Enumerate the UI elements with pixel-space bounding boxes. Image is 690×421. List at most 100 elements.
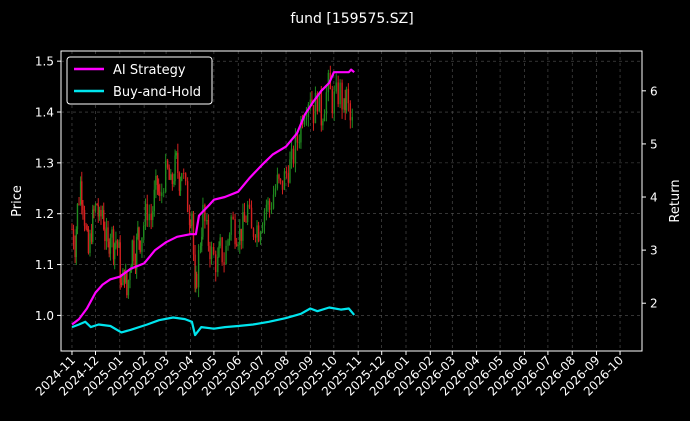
candle-body bbox=[199, 245, 202, 251]
y-tick-label-5: 1.5 bbox=[35, 55, 54, 69]
candle-body bbox=[126, 272, 128, 296]
candle-body bbox=[345, 88, 348, 111]
candle-body bbox=[179, 180, 182, 191]
candle-body bbox=[90, 233, 93, 242]
candle-body bbox=[81, 181, 83, 205]
candle-body bbox=[86, 228, 88, 230]
candle-body bbox=[108, 241, 110, 254]
candle-body bbox=[124, 272, 127, 283]
candle-body bbox=[206, 219, 208, 222]
y2-tick-label-1: 3 bbox=[650, 244, 658, 258]
candle-body bbox=[181, 173, 183, 181]
candle-body bbox=[97, 205, 99, 217]
candle-body bbox=[153, 189, 156, 212]
candle-body bbox=[276, 174, 279, 189]
candle-body bbox=[133, 240, 135, 262]
candle-body bbox=[159, 191, 161, 196]
candle-body bbox=[107, 227, 109, 242]
candle-body bbox=[289, 159, 291, 183]
candle-body bbox=[303, 119, 306, 125]
candle-body bbox=[188, 211, 191, 226]
y-tick-label-0: 1.0 bbox=[35, 309, 54, 323]
candle-body bbox=[112, 229, 115, 260]
candle-body bbox=[100, 209, 102, 217]
candle-body bbox=[331, 89, 333, 114]
candle-body bbox=[285, 171, 288, 174]
candle-body bbox=[137, 227, 139, 237]
series-line-ai-strategy bbox=[71, 68, 355, 326]
candle-body bbox=[240, 228, 243, 241]
candle-body bbox=[234, 218, 236, 245]
candle-body bbox=[103, 210, 105, 230]
candle-body bbox=[292, 148, 295, 164]
candle-body bbox=[287, 173, 290, 183]
candle-body bbox=[197, 250, 200, 288]
series-line-buy-and-hold bbox=[71, 306, 356, 337]
candle-body bbox=[134, 261, 137, 270]
candle-body bbox=[186, 181, 189, 212]
candle-body bbox=[83, 210, 86, 226]
candle-body bbox=[281, 180, 284, 190]
y-tick-label-2: 1.2 bbox=[35, 207, 54, 221]
candle-body bbox=[129, 272, 131, 281]
legend-label-ai-strategy: AI Strategy bbox=[113, 63, 186, 78]
candle-body bbox=[239, 228, 241, 245]
candle-body bbox=[76, 203, 79, 230]
candle-body bbox=[116, 240, 119, 248]
candle-body bbox=[296, 135, 299, 143]
y-tick-label-1: 1.1 bbox=[35, 258, 54, 272]
candle-body bbox=[265, 204, 268, 212]
y2-tick-label-4: 6 bbox=[650, 84, 658, 98]
candle-body bbox=[119, 242, 121, 283]
candle-body bbox=[78, 203, 80, 205]
candle-body bbox=[218, 245, 220, 257]
candle-body bbox=[212, 246, 215, 255]
candle-body bbox=[164, 160, 167, 192]
candle-body bbox=[263, 211, 266, 226]
candle-body bbox=[195, 273, 198, 288]
candle-body bbox=[191, 213, 193, 226]
candle-body bbox=[123, 269, 126, 283]
candle-body bbox=[152, 211, 154, 221]
candle-body bbox=[259, 232, 262, 242]
candle-body bbox=[309, 99, 312, 105]
candle-body bbox=[85, 225, 87, 229]
y2-tick-label-2: 4 bbox=[650, 191, 658, 205]
candle-body bbox=[351, 117, 353, 121]
candle-body bbox=[318, 91, 321, 112]
y-tick-label-4: 1.4 bbox=[35, 106, 54, 120]
candle-body bbox=[283, 171, 286, 190]
candle-body bbox=[195, 273, 197, 289]
candle-body bbox=[183, 173, 185, 174]
y2-tick-label-0: 2 bbox=[650, 297, 658, 311]
candle-body bbox=[245, 221, 247, 223]
candle-body bbox=[337, 82, 339, 105]
return-lines bbox=[71, 68, 356, 337]
candle-body bbox=[290, 148, 293, 160]
candle-body bbox=[341, 82, 343, 110]
candle-body bbox=[87, 229, 90, 253]
candle-body bbox=[120, 282, 123, 286]
candle-body bbox=[150, 213, 152, 221]
candle-body bbox=[217, 256, 219, 273]
grid bbox=[61, 51, 642, 351]
candle-body bbox=[225, 245, 227, 265]
candle-body bbox=[294, 135, 297, 164]
candle-body bbox=[268, 200, 271, 210]
candle-body bbox=[89, 233, 91, 253]
candle-body bbox=[98, 209, 101, 217]
candle-body bbox=[174, 155, 176, 182]
candle-body bbox=[248, 204, 251, 208]
candle-body bbox=[71, 228, 73, 230]
candle-body bbox=[93, 209, 95, 211]
candle-body bbox=[94, 203, 97, 211]
candle-body bbox=[305, 116, 308, 120]
candle-body bbox=[101, 210, 104, 217]
plot-frame bbox=[60, 50, 643, 352]
y2-axis-label: Return bbox=[668, 179, 683, 222]
candle-body bbox=[323, 114, 326, 122]
candle-body bbox=[312, 105, 315, 124]
candle-body bbox=[202, 204, 204, 237]
candle-body bbox=[237, 244, 239, 246]
candle-body bbox=[279, 178, 282, 181]
